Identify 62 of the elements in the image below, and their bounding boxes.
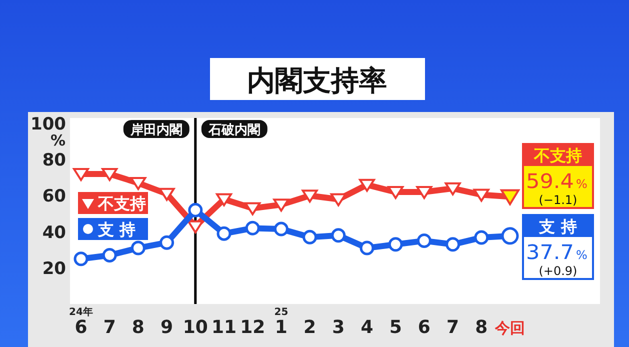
- text: 不支持: [534, 146, 582, 165]
- point: [273, 198, 290, 212]
- y-tick-label: 60: [42, 186, 66, 207]
- point: [416, 234, 432, 248]
- x-tick-label: 9: [160, 317, 174, 338]
- point: [158, 188, 175, 201]
- point: [473, 188, 490, 202]
- point: [216, 193, 232, 206]
- x-tick-label: 8: [475, 317, 488, 338]
- x-tick-label: 8: [132, 317, 144, 338]
- y-tick-label: 80: [42, 150, 66, 171]
- annotation: 石破内閣: [207, 123, 260, 138]
- text: 25: [274, 307, 288, 318]
- text: (−1.1): [538, 193, 578, 207]
- point: [187, 220, 204, 234]
- point: [274, 222, 288, 236]
- point: [73, 168, 89, 181]
- x-tick-label: 12: [240, 317, 266, 338]
- x-tick-label: 1: [274, 317, 288, 338]
- text: 支 持: [539, 217, 577, 236]
- point: [360, 240, 374, 256]
- point: [444, 182, 461, 196]
- point: [130, 240, 146, 256]
- point: [160, 235, 174, 250]
- series-label: 不支持: [97, 194, 146, 213]
- point: [244, 202, 261, 216]
- data-label: 37.7%: [526, 240, 588, 264]
- point: [388, 237, 403, 252]
- y-tick-label: 20: [42, 258, 66, 279]
- text: (+0.9): [538, 264, 578, 278]
- point: [130, 177, 146, 190]
- chart-title: 内閣支持率: [247, 64, 387, 97]
- point: [302, 230, 318, 244]
- point: [102, 248, 117, 262]
- x-tick-label: 7: [446, 317, 460, 338]
- point: [216, 226, 232, 241]
- point: [302, 190, 318, 203]
- point: [388, 186, 404, 200]
- x-tick-label: 4: [360, 317, 374, 338]
- x-tick-label: 今回: [494, 319, 525, 337]
- point: [102, 168, 118, 181]
- point: [446, 237, 460, 252]
- point: [474, 230, 489, 245]
- point: [331, 228, 346, 243]
- annotation: 岸田内閣: [129, 123, 182, 138]
- series-label: 支 持: [97, 220, 136, 239]
- point: [416, 186, 432, 200]
- x-tick-label: 6: [74, 317, 88, 338]
- x-tick-label: 6: [418, 317, 430, 338]
- point: [74, 252, 88, 266]
- x-tick-label: 10: [182, 317, 208, 338]
- x-tick-label: 2: [304, 317, 316, 338]
- x-tick-label: 7: [103, 317, 116, 338]
- text: 24年: [69, 306, 93, 318]
- point: [188, 202, 203, 218]
- y-tick-label: 40: [42, 222, 66, 243]
- point: [245, 220, 260, 236]
- x-tick-label: 5: [389, 317, 402, 338]
- x-tick-label: 3: [332, 317, 345, 338]
- x-tick-label: 11: [211, 317, 237, 338]
- point: [359, 178, 375, 192]
- data-label: 59.4%: [526, 169, 588, 193]
